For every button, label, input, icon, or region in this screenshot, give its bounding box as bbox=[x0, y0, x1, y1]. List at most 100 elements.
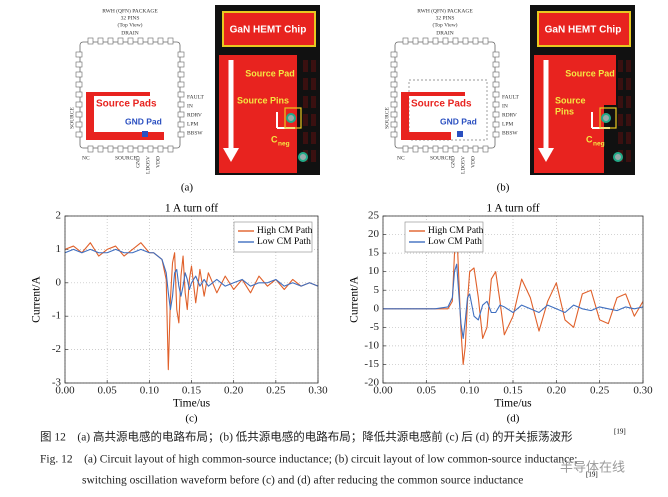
y-tick-label: 1 bbox=[56, 243, 62, 255]
pin bbox=[472, 145, 479, 153]
caption-cn: 图 12 (a) 高共源电感的电路布局；(b) 低共源电感的电路布局；降低共源电… bbox=[40, 430, 573, 444]
bottom-pin-label: VDD bbox=[470, 156, 476, 168]
pin bbox=[177, 91, 185, 98]
package-pins: 32 PINS bbox=[121, 15, 140, 21]
pin bbox=[157, 145, 164, 153]
chip-via bbox=[303, 60, 308, 72]
pin bbox=[177, 81, 185, 88]
panel-label: (b) bbox=[497, 182, 510, 194]
gnd-pad bbox=[457, 131, 463, 137]
x-tick-label: 0.30 bbox=[308, 385, 328, 397]
bottom-pin-label: NC bbox=[397, 155, 405, 161]
left-pin-label: SOURCE bbox=[69, 107, 75, 129]
y-tick-label: 0 bbox=[374, 302, 380, 314]
plot-frame bbox=[64, 215, 319, 384]
chip-via bbox=[311, 114, 316, 126]
x-tick-label: 0.25 bbox=[590, 385, 610, 397]
chip-label: GaN HEMT Chip bbox=[545, 25, 622, 36]
chart-title: 1 A turn off bbox=[486, 203, 539, 215]
pin bbox=[390, 131, 398, 138]
package-view: (Top View) bbox=[118, 21, 143, 28]
data-line bbox=[64, 248, 319, 311]
x-tick-label: 0.05 bbox=[417, 385, 437, 397]
pin bbox=[492, 111, 500, 118]
legend-label: Low CM Path bbox=[257, 237, 311, 247]
y-tick-label: 20 bbox=[368, 228, 380, 240]
data-line bbox=[383, 263, 644, 340]
cneg-sub: neg bbox=[278, 141, 290, 148]
pin-label: FAULT bbox=[502, 94, 519, 100]
pin bbox=[422, 145, 429, 153]
x-tick-label: 0.25 bbox=[266, 385, 286, 397]
pin-label: RDRV bbox=[187, 112, 202, 118]
pin bbox=[390, 71, 398, 78]
pin bbox=[127, 37, 134, 45]
pin bbox=[75, 51, 83, 58]
pin-label: FAULT bbox=[187, 94, 204, 100]
source-pins-label: Pins bbox=[555, 106, 574, 116]
pin bbox=[75, 91, 83, 98]
pin bbox=[177, 111, 185, 118]
pin bbox=[75, 71, 83, 78]
pin bbox=[147, 145, 154, 153]
chip-copper bbox=[604, 55, 616, 105]
y-axis-label: Current/A bbox=[31, 275, 43, 322]
chip-via bbox=[303, 114, 308, 126]
bottom-pin-label: GND bbox=[450, 156, 456, 168]
pin bbox=[137, 145, 144, 153]
y-tick-label: -2 bbox=[52, 343, 61, 355]
drain-label: DRAIN bbox=[121, 30, 138, 36]
source-pins-label: Source bbox=[555, 95, 586, 105]
pin bbox=[412, 145, 419, 153]
gnd-pad-label: GND Pad bbox=[440, 116, 477, 126]
legend-box bbox=[233, 221, 313, 253]
pin bbox=[492, 71, 500, 78]
pin bbox=[87, 145, 94, 153]
pin-label: RDRV bbox=[502, 112, 517, 118]
chip-label: GaN HEMT Chip bbox=[230, 25, 307, 36]
pin bbox=[432, 145, 439, 153]
chip-pin bbox=[613, 152, 623, 162]
y-tick-label: 25 bbox=[368, 210, 380, 222]
source-pad-label: Source Pad bbox=[565, 68, 615, 78]
pin bbox=[482, 37, 489, 45]
pin bbox=[177, 101, 185, 108]
y-tick-label: -5 bbox=[370, 321, 380, 333]
x-tick-label: 0.30 bbox=[633, 385, 653, 397]
pin bbox=[107, 145, 114, 153]
y-tick-label: -3 bbox=[52, 377, 62, 389]
package-title: RWH (QFN) PACKAGE bbox=[417, 7, 473, 14]
source-pad-bottom bbox=[86, 132, 164, 140]
chip-via bbox=[303, 132, 308, 144]
pin bbox=[452, 145, 459, 153]
chip-via bbox=[311, 150, 316, 162]
cneg-label: C bbox=[271, 134, 278, 144]
pin bbox=[75, 111, 83, 118]
x-tick-label: 0.15 bbox=[182, 385, 202, 397]
pin bbox=[482, 145, 489, 153]
y-tick-label: 10 bbox=[368, 265, 380, 277]
pin bbox=[177, 61, 185, 68]
bottom-pin-label: GND bbox=[135, 156, 141, 168]
pin bbox=[390, 61, 398, 68]
pin bbox=[97, 37, 104, 45]
chip-via bbox=[618, 96, 623, 108]
pin bbox=[492, 121, 500, 128]
source-pins-label: Source Pins bbox=[237, 95, 289, 105]
source-pads-label: Source Pads bbox=[411, 99, 472, 110]
chip-via bbox=[303, 96, 308, 108]
pin bbox=[75, 101, 83, 108]
pin-label: IN bbox=[187, 103, 193, 109]
watermark: 半导体在线 bbox=[560, 461, 625, 476]
pin bbox=[390, 121, 398, 128]
source-pad-top bbox=[86, 92, 150, 96]
y-tick-label: 15 bbox=[368, 247, 380, 259]
caption-en-ref: [19] bbox=[586, 471, 598, 479]
x-tick-label: 0.10 bbox=[460, 385, 480, 397]
x-tick-label: 0.05 bbox=[98, 385, 118, 397]
pin bbox=[402, 145, 409, 153]
y-tick-label: -15 bbox=[364, 358, 379, 370]
caption-cn-ref: [19] bbox=[614, 428, 626, 436]
y-tick-label: 0 bbox=[56, 276, 62, 288]
